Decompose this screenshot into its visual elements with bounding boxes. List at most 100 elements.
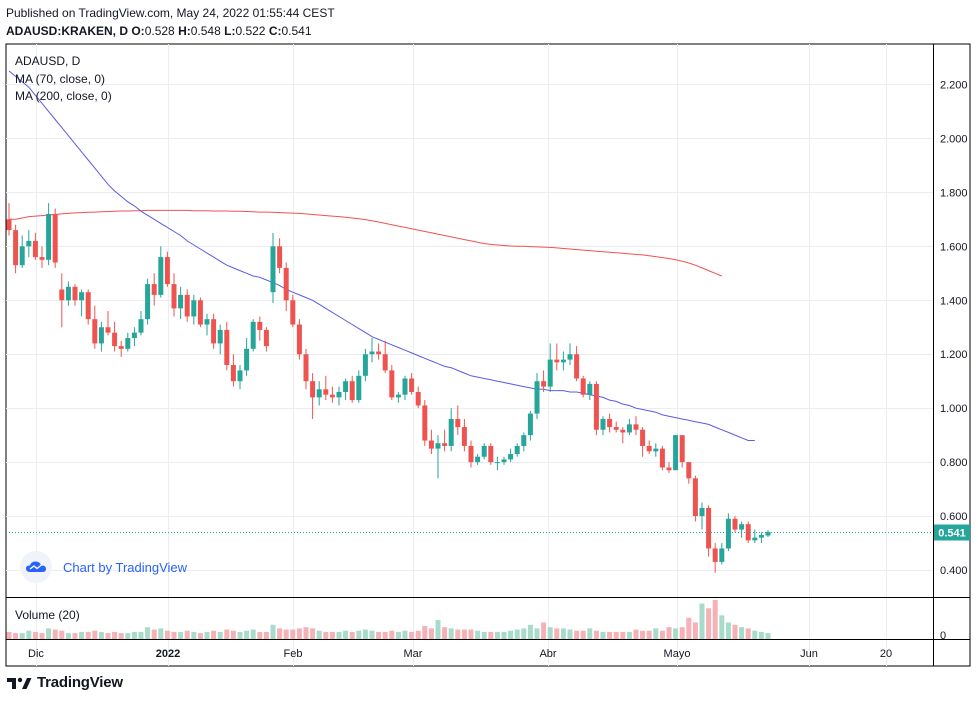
price-tick-label: 0.400 xyxy=(940,565,968,577)
candle xyxy=(257,316,263,341)
footer-brand-text[interactable]: TradingView xyxy=(37,674,123,691)
candle-body xyxy=(277,246,283,268)
volume-bar xyxy=(316,630,322,639)
candle-body xyxy=(409,378,415,392)
candle-body xyxy=(125,338,131,349)
volume-bar xyxy=(211,630,217,639)
volume-bar xyxy=(692,622,698,639)
volume-bar xyxy=(600,631,606,639)
candle xyxy=(686,462,692,484)
candle xyxy=(758,532,764,544)
footer-brand[interactable]: TradingView xyxy=(6,674,123,691)
volume-bar xyxy=(745,628,751,639)
volume-bar xyxy=(329,631,335,639)
volume-bar xyxy=(679,627,685,639)
candle xyxy=(415,386,421,409)
volume-bar xyxy=(230,630,236,639)
volume-bar xyxy=(237,631,243,639)
volume-bar xyxy=(296,628,302,639)
candle xyxy=(376,343,382,360)
candle xyxy=(112,321,118,352)
volume-bar xyxy=(732,624,738,639)
candle xyxy=(409,373,415,395)
candle xyxy=(151,273,157,306)
volume-bar xyxy=(475,630,481,639)
candle-body xyxy=(679,435,685,463)
candle-body xyxy=(534,381,540,414)
candle-body xyxy=(653,448,659,452)
candle-body xyxy=(257,321,263,330)
last-price-label: 0.541 xyxy=(938,528,966,540)
volume-bar xyxy=(659,630,665,639)
candle-body xyxy=(98,327,104,344)
candle-body xyxy=(85,292,91,320)
volume-bar xyxy=(494,631,500,639)
candle xyxy=(224,321,230,371)
chart-attribution[interactable]: Chart by TradingView xyxy=(20,551,187,583)
candle xyxy=(250,319,256,352)
candle xyxy=(138,311,144,336)
candle xyxy=(131,327,137,347)
candle-body xyxy=(263,329,269,347)
volume-bar xyxy=(277,628,283,639)
volume-bar xyxy=(32,631,38,639)
candle xyxy=(118,340,124,357)
price-tick-label: 2.200 xyxy=(940,79,968,91)
candle xyxy=(395,391,401,403)
candle xyxy=(580,375,586,398)
candle-body xyxy=(151,284,157,295)
volume-bar xyxy=(402,630,408,639)
legend-ma70[interactable]: MA (70, close, 0) xyxy=(15,72,106,86)
candle xyxy=(732,516,738,533)
candle-body xyxy=(765,531,771,536)
candle xyxy=(197,297,203,328)
candle xyxy=(442,429,448,452)
candle-body xyxy=(448,418,454,446)
time-axis: Dic 2022 Feb Mar Abr Mayo Jun 20 xyxy=(28,648,892,660)
candle xyxy=(488,443,494,465)
legend-volume[interactable]: Volume (20) xyxy=(15,608,80,622)
candle xyxy=(290,294,296,328)
volume-bar xyxy=(145,627,151,639)
candle xyxy=(593,381,599,436)
candle-body xyxy=(92,319,98,344)
candle-body xyxy=(244,348,250,371)
candle-body xyxy=(329,394,335,398)
volume-bar xyxy=(138,631,144,639)
volume-bar xyxy=(725,622,731,639)
candle xyxy=(178,286,184,320)
candle xyxy=(739,521,745,538)
candle-body xyxy=(46,213,52,260)
candle xyxy=(336,386,342,406)
volume-bar xyxy=(105,633,111,639)
volume-bar xyxy=(85,631,91,639)
volume-bar xyxy=(59,630,65,639)
legend-ma200[interactable]: MA (200, close, 0) xyxy=(15,89,112,103)
volume-bar xyxy=(527,624,533,639)
candle-body xyxy=(316,389,322,398)
candle xyxy=(666,462,672,473)
candle xyxy=(514,443,520,457)
volume-bar xyxy=(560,628,566,639)
grid xyxy=(6,44,933,666)
high-label: H: xyxy=(178,24,191,38)
candle-body xyxy=(567,354,573,360)
volume-bar xyxy=(580,630,586,639)
candle xyxy=(79,289,85,317)
volume-bar xyxy=(171,631,177,639)
candle xyxy=(719,543,725,565)
candle-body xyxy=(349,381,355,401)
candle-body xyxy=(197,300,203,325)
candle xyxy=(508,448,514,463)
candle-body xyxy=(607,418,613,428)
candle-body xyxy=(343,381,349,392)
candle-body xyxy=(145,284,151,320)
candle xyxy=(501,456,507,465)
candle xyxy=(494,456,500,471)
candle-body xyxy=(395,394,401,398)
price-axis: 2.200 2.000 1.800 1.600 1.400 1.200 1.000 0.800… xyxy=(940,79,968,577)
candle-body xyxy=(237,370,243,382)
attribution-text[interactable]: Chart by TradingView xyxy=(63,559,188,575)
candle xyxy=(389,365,395,401)
